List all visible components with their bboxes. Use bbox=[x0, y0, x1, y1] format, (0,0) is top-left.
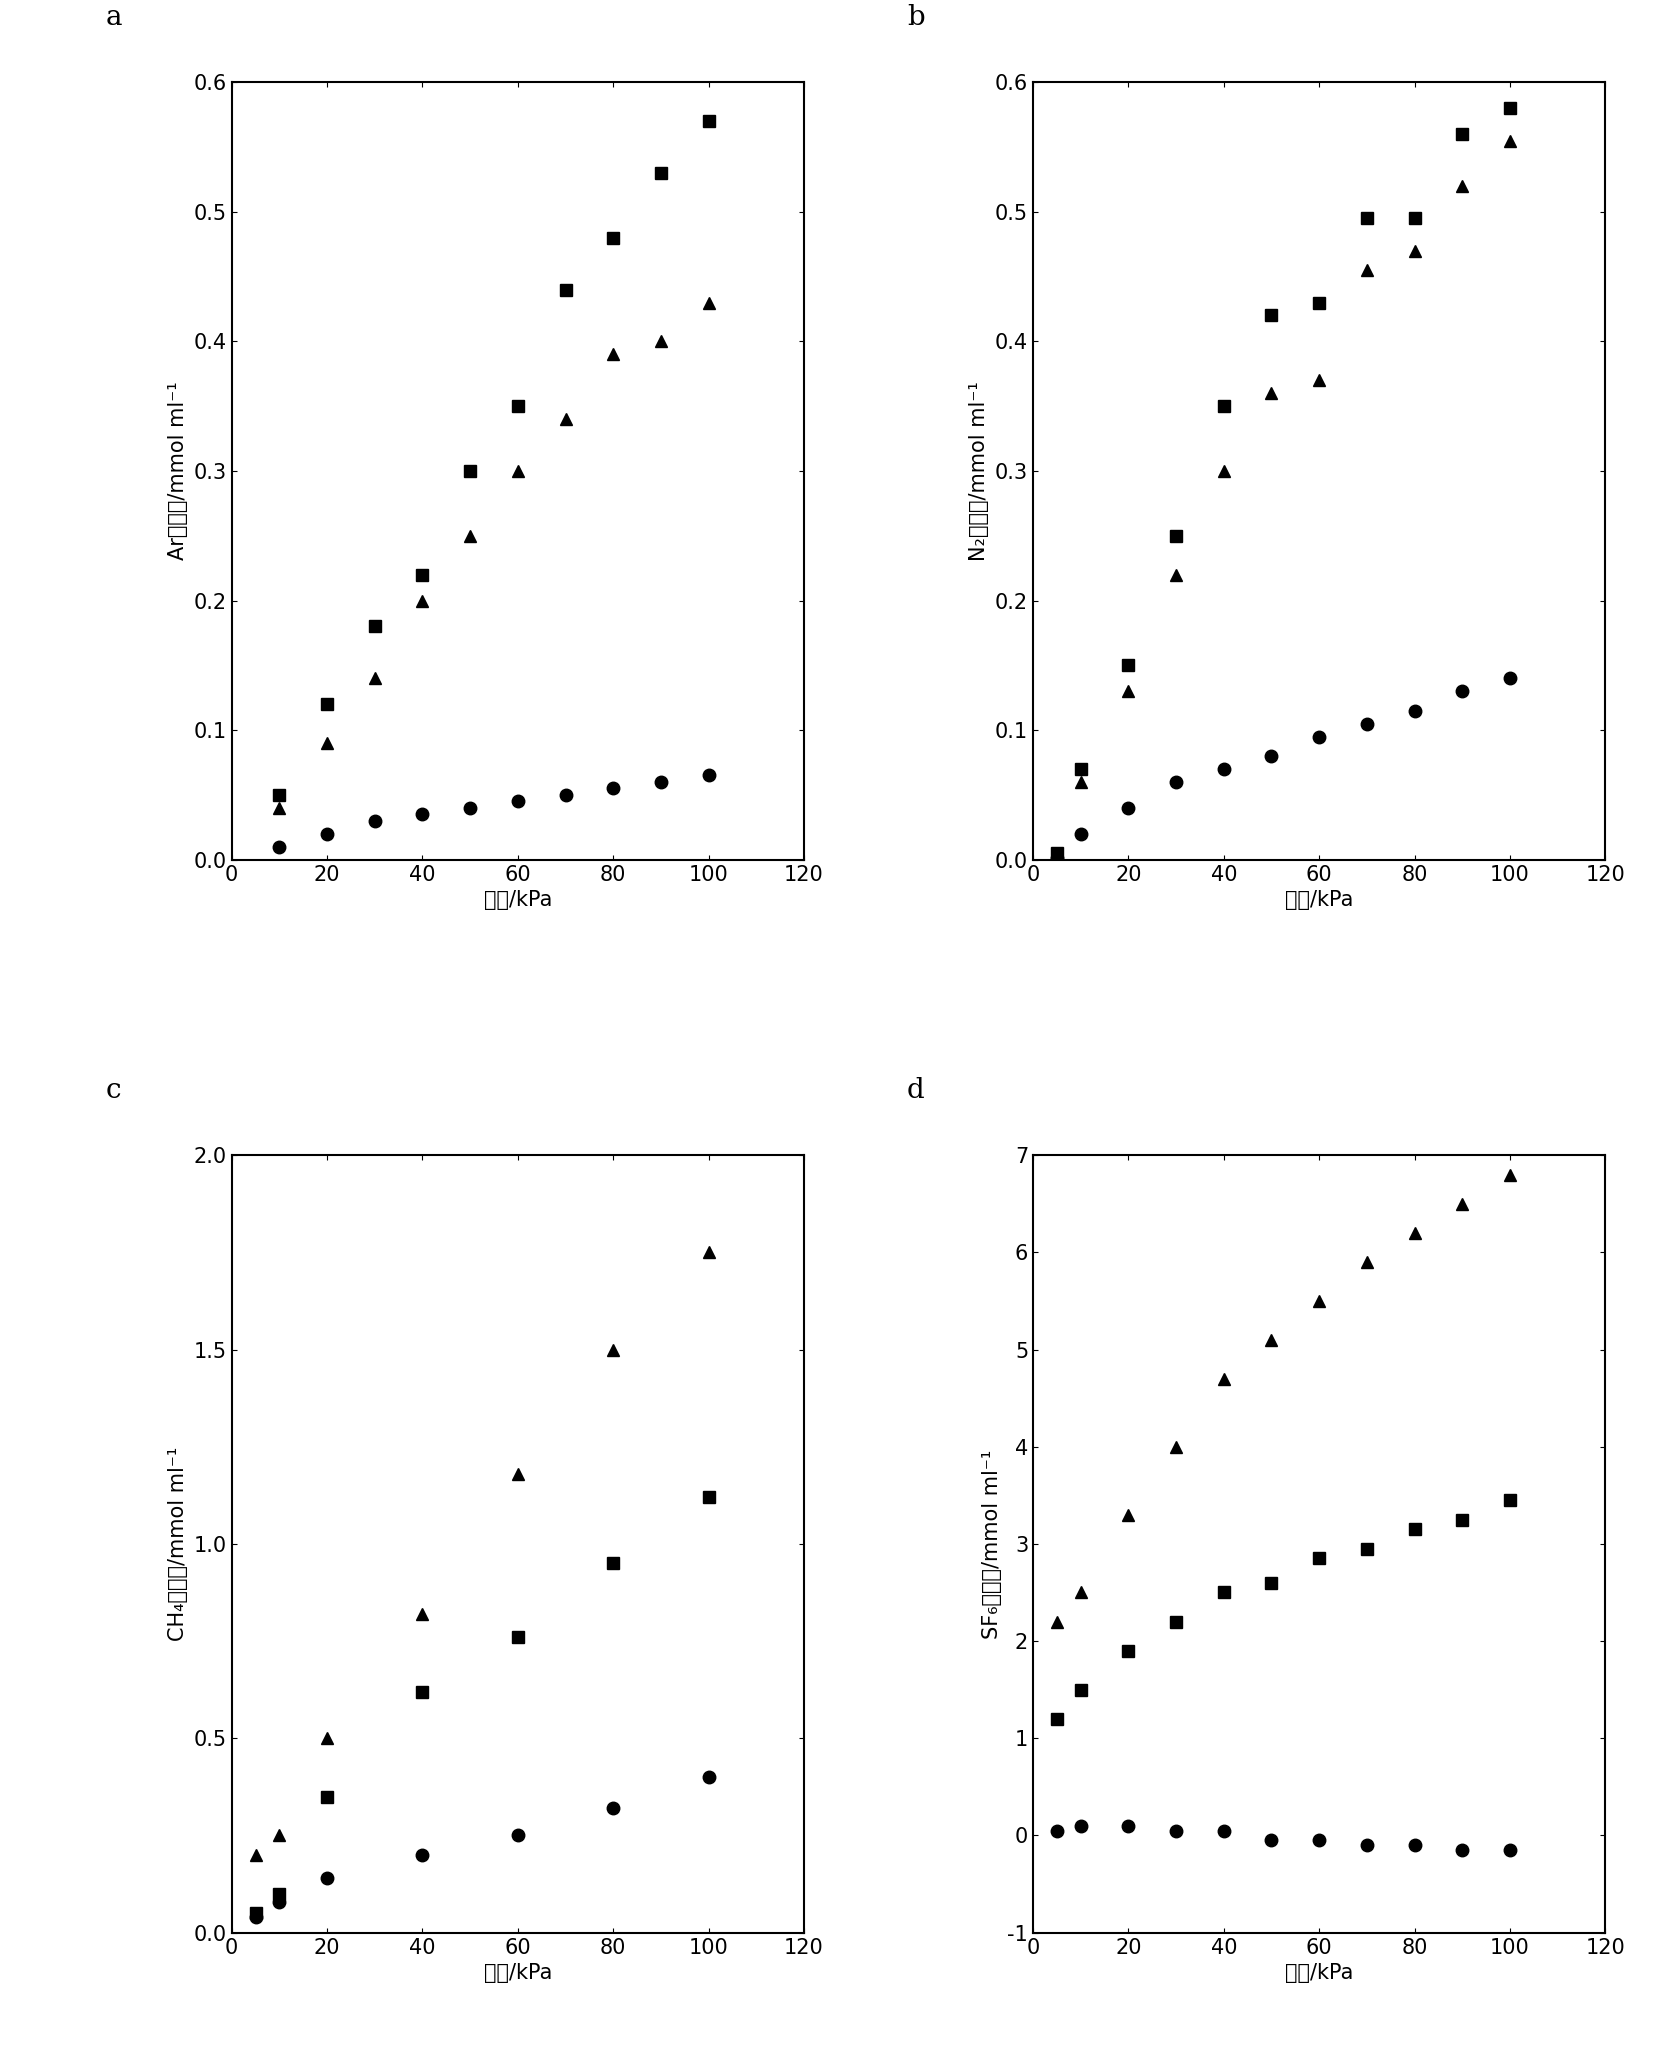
X-axis label: 压力/kPa: 压力/kPa bbox=[1284, 890, 1354, 911]
X-axis label: 压力/kPa: 压力/kPa bbox=[483, 1963, 553, 1984]
X-axis label: 压力/kPa: 压力/kPa bbox=[483, 890, 553, 911]
X-axis label: 压力/kPa: 压力/kPa bbox=[1284, 1963, 1354, 1984]
Y-axis label: N₂吸附量/mmol ml⁻¹: N₂吸附量/mmol ml⁻¹ bbox=[970, 380, 990, 561]
Text: b: b bbox=[907, 4, 925, 31]
Y-axis label: CH₄吸附量/mmol ml⁻¹: CH₄吸附量/mmol ml⁻¹ bbox=[169, 1447, 189, 1641]
Y-axis label: SF₆吸附量/mmol ml⁻¹: SF₆吸附量/mmol ml⁻¹ bbox=[981, 1449, 1001, 1639]
Text: c: c bbox=[106, 1077, 121, 1104]
Y-axis label: Ar吸附量/mmol ml⁻¹: Ar吸附量/mmol ml⁻¹ bbox=[169, 382, 189, 561]
Text: d: d bbox=[907, 1077, 925, 1104]
Text: a: a bbox=[106, 4, 122, 31]
